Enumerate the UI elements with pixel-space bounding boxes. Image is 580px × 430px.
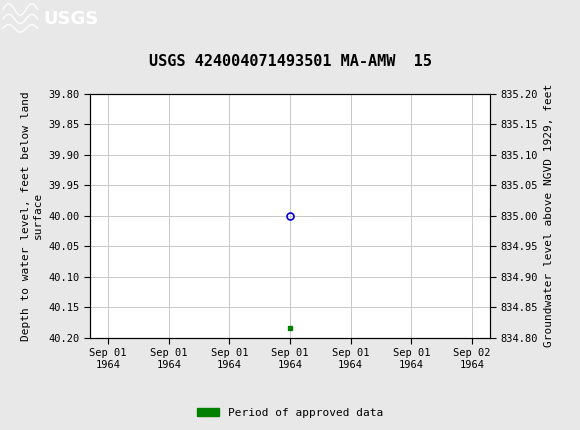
Legend: Period of approved data: Period of approved data <box>193 403 387 422</box>
Text: USGS: USGS <box>44 10 99 28</box>
Y-axis label: Depth to water level, feet below land
surface: Depth to water level, feet below land su… <box>21 91 43 341</box>
Y-axis label: Groundwater level above NGVD 1929, feet: Groundwater level above NGVD 1929, feet <box>543 84 553 347</box>
Text: USGS 424004071493501 MA-AMW  15: USGS 424004071493501 MA-AMW 15 <box>148 54 432 69</box>
